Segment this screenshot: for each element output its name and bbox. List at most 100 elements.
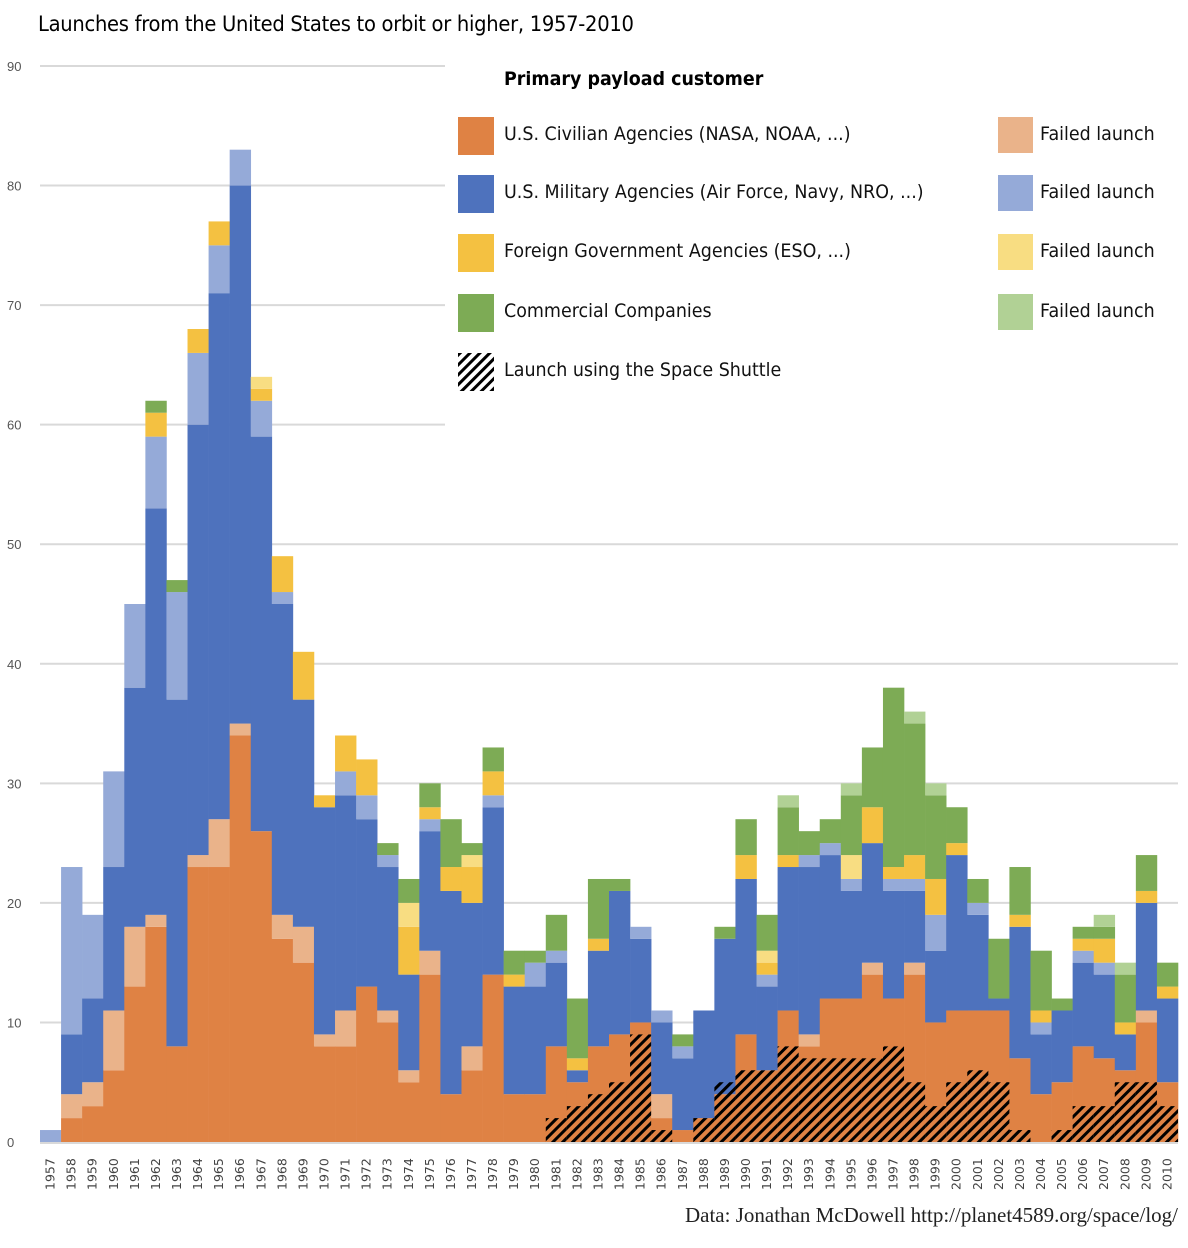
bar-segment-for [356, 759, 378, 796]
bar-segment-com [545, 914, 568, 951]
bar-segment-mil [1051, 1010, 1073, 1083]
x-tick-label: 1960 [106, 1158, 121, 1190]
legend-label-military-failed: Failed launch [1040, 181, 1155, 203]
bar-segment-for [398, 926, 420, 975]
bar-segment-civ_fail [124, 926, 146, 987]
bar-segment-civ_fail [651, 1094, 673, 1119]
legend-swatch-shuttle [458, 353, 494, 391]
bar-segment-com [166, 580, 188, 593]
bar-segment-com [398, 878, 420, 903]
legend-swatch-civilian [458, 117, 494, 155]
bar-segment-mil_fail [925, 914, 947, 951]
x-tick-label: 1982 [569, 1158, 584, 1190]
bar-segment-civ [166, 1046, 188, 1142]
bar-segment-mil_fail [356, 795, 378, 820]
x-tick-label: 1975 [422, 1158, 437, 1190]
x-tick-label: 2010 [1159, 1158, 1174, 1190]
bar-segment-com [587, 878, 610, 939]
x-tick-label: 1957 [43, 1158, 58, 1190]
x-tick-label: 1991 [759, 1158, 774, 1190]
bar-segment-mil [398, 974, 420, 1071]
bar-segment-for [566, 1058, 589, 1071]
bar-segment-for [271, 556, 294, 593]
shuttle-segment [714, 1082, 736, 1142]
bar-segment-for [1135, 890, 1158, 903]
bar-segment-for [440, 867, 462, 891]
y-tick-label: 70 [7, 298, 21, 313]
bar-segment-com_fail [925, 783, 947, 796]
legend-label-commercial: Commercial Companies [504, 300, 712, 322]
shuttle-segment [861, 1058, 883, 1142]
bar-segment-mil [145, 508, 167, 915]
shuttle-segment [967, 1070, 989, 1142]
bar-segment-mil [988, 998, 1010, 1011]
x-tick-label: 1958 [64, 1158, 79, 1190]
bar-segment-com [967, 878, 989, 903]
bar-segment-mil [292, 699, 315, 927]
bar-segment-com [904, 723, 926, 856]
chart-title: Launches from the United States to orbit… [38, 12, 634, 36]
bar-segment-mil [1093, 974, 1116, 1059]
bar-segment-com_fail [777, 795, 799, 808]
bar-segment-civ [461, 1070, 483, 1142]
bar-segment-civ_fail [398, 1070, 420, 1083]
legend-swatch-commercial [458, 294, 494, 332]
legend-swatch-military [458, 175, 494, 213]
bar-segment-civ [124, 986, 146, 1142]
bar-segment-mil_fail [524, 962, 547, 987]
bar-segment-mil_fail [187, 352, 209, 425]
bar-segment-civ [1030, 1094, 1052, 1142]
bar-segment-civ [398, 1082, 420, 1142]
x-tick-label: 1997 [886, 1158, 901, 1190]
x-tick-label: 2007 [1096, 1158, 1111, 1190]
shuttle-segment [545, 1118, 567, 1142]
shuttle-segment [1156, 1106, 1178, 1142]
x-tick-label: 1966 [232, 1158, 247, 1190]
bar-segment-civ [292, 962, 315, 1142]
legend-swatch-foreign [458, 234, 494, 272]
bar-segment-mil_fail [904, 878, 926, 891]
x-tick-label: 1964 [190, 1158, 205, 1190]
bar-segment-com [482, 747, 504, 772]
x-tick-label: 1985 [633, 1158, 648, 1190]
x-tick-label: 1976 [443, 1158, 458, 1190]
bar-segment-com [1156, 962, 1179, 987]
bar-segment-com [714, 926, 736, 939]
y-tick-label: 60 [7, 418, 21, 433]
bar-segment-mil_fail [1072, 950, 1094, 963]
x-tick-label: 1970 [317, 1158, 332, 1190]
bar-segment-for [208, 221, 230, 246]
bar-segment-com [798, 831, 821, 856]
bar-segment-mil [967, 914, 989, 1011]
shuttle-segment [1072, 1106, 1094, 1142]
bar-segment-for [1030, 1010, 1052, 1023]
x-tick-label: 1983 [590, 1158, 605, 1190]
shuttle-segment [651, 1130, 673, 1142]
x-tick-label: 1993 [801, 1158, 816, 1190]
x-tick-label: 1959 [85, 1158, 100, 1190]
bar-segment-mil [882, 890, 905, 999]
legend-swatch-military-failed [998, 175, 1033, 211]
shuttle-segment [609, 1082, 631, 1142]
bar-segment-com [882, 687, 905, 868]
bar-segment-for [882, 867, 905, 879]
bar-segment-civ [1051, 1082, 1073, 1142]
bar-segment-mil_fail [545, 950, 568, 963]
bar-segment-civ [419, 974, 441, 1142]
bar-segment-com [756, 914, 778, 951]
legend-label-commercial-failed: Failed launch [1040, 300, 1155, 322]
legend-label-civilian-failed: Failed launch [1040, 123, 1155, 145]
bar-segment-mil_fail [82, 914, 104, 999]
bar-segment-civ [103, 1070, 125, 1142]
shuttle-segment [925, 1106, 947, 1142]
bar-segment-for [1072, 938, 1094, 951]
bar-segment-for [313, 795, 336, 808]
x-tick-label: 1967 [253, 1158, 268, 1190]
data-source-note: Data: Jonathan McDowell http://planet458… [684, 1203, 1178, 1227]
x-tick-label: 2000 [949, 1158, 964, 1190]
x-tick-label: 1986 [654, 1158, 669, 1190]
bar-segment-for [187, 329, 209, 353]
bar-segment-civ_fail [798, 1034, 821, 1047]
bar-segment-mil [693, 1010, 715, 1119]
bar-segment-civ_fail [292, 926, 315, 963]
